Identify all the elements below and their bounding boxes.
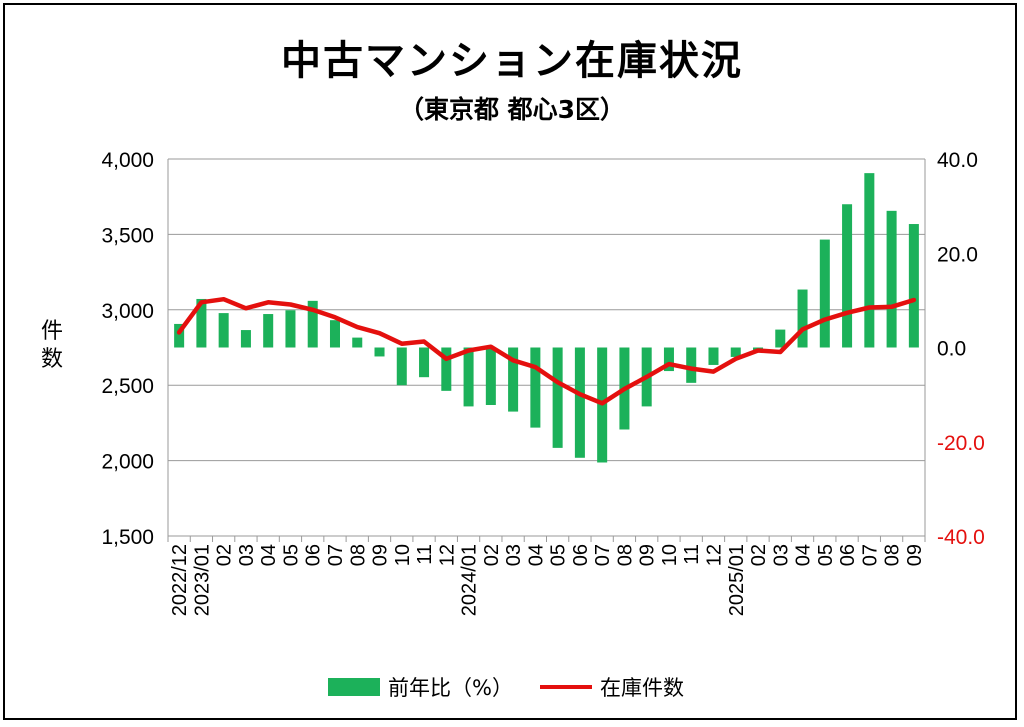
- x-tick-label: 08: [882, 544, 904, 566]
- bar-yoy-14: [485, 347, 496, 405]
- x-tick-label: 04: [525, 544, 547, 566]
- left-axis-title-char: 数: [41, 346, 63, 371]
- x-tick-label: 09: [370, 544, 392, 566]
- chart-title: 中古マンション在庫状況: [281, 38, 743, 84]
- bar-yoy-29: [819, 239, 830, 348]
- bar-yoy-22: [663, 347, 674, 372]
- x-tick-label: 2022/12: [169, 544, 191, 616]
- bar-yoy-11: [419, 347, 430, 378]
- bar-yoy-12: [441, 347, 452, 391]
- x-tick-label: 08: [347, 544, 369, 566]
- left-tick-label: 1,500: [101, 526, 154, 549]
- left-tick-label: 4,000: [101, 149, 154, 172]
- legend-swatch-line: [540, 685, 592, 689]
- legend-item-bar: 前年比（%）: [328, 672, 513, 702]
- x-tick-label: 06: [570, 544, 592, 566]
- left-tick-label: 2,000: [101, 451, 154, 474]
- x-tick-label: 06: [303, 544, 325, 566]
- legend-label-bar: 前年比（%）: [388, 676, 513, 700]
- legend-swatch-bar: [328, 678, 380, 696]
- x-tick-label: 11: [414, 544, 436, 565]
- bar-yoy-3: [240, 330, 251, 348]
- x-tick-label: 10: [392, 544, 414, 566]
- x-tick-label: 11: [681, 544, 703, 565]
- left-tick-label: 2,500: [101, 375, 154, 398]
- bar-yoy-23: [686, 347, 697, 383]
- bar-yoy-17: [552, 347, 563, 448]
- bar-yoy-0: [174, 323, 185, 348]
- bar-yoy-18: [574, 347, 585, 458]
- x-tick-label: 07: [859, 544, 881, 566]
- bar-yoy-2: [218, 313, 229, 348]
- x-tick-label: 2024/01: [459, 544, 481, 616]
- x-tick-label: 05: [280, 544, 302, 566]
- x-tick-label: 09: [904, 544, 926, 566]
- bar-yoy-13: [463, 347, 474, 407]
- bar-yoy-9: [374, 347, 385, 357]
- right-tick-label: 20.0: [937, 243, 978, 266]
- x-tick-label: 03: [770, 544, 792, 566]
- x-tick-label: 08: [614, 544, 636, 566]
- left-axis-title-char: 件: [41, 318, 63, 343]
- right-tick-label: 0.0: [937, 338, 966, 361]
- x-tick-label: 12: [436, 544, 458, 566]
- bar-yoy-27: [775, 329, 786, 348]
- x-tick-label: 02: [748, 544, 770, 566]
- chart-subtitle: （東京都 都心3区）: [398, 95, 626, 124]
- bar-yoy-30: [842, 204, 853, 348]
- x-tick-label: 07: [592, 544, 614, 566]
- bar-yoy-8: [352, 337, 363, 348]
- bar-yoy-32: [886, 210, 897, 348]
- bar-yoy-4: [263, 314, 274, 348]
- bar-yoy-6: [307, 300, 318, 348]
- x-tick-label: 09: [637, 544, 659, 566]
- right-tick-label: -40.0: [937, 526, 985, 549]
- x-tick-label: 05: [815, 544, 837, 566]
- line-inventory: [176, 296, 917, 406]
- x-tick-label: 02: [481, 544, 503, 566]
- x-tick-label: 03: [503, 544, 525, 566]
- left-tick-label: 3,000: [101, 300, 154, 323]
- x-tick-label: 05: [548, 544, 570, 566]
- x-tick-label: 03: [236, 544, 258, 566]
- x-tick-label: 06: [837, 544, 859, 566]
- x-tick-label: 02: [214, 544, 236, 566]
- legend-label-line: 在庫件数: [600, 676, 684, 700]
- right-tick-label: -20.0: [937, 432, 985, 455]
- x-tick-label: 2023/01: [191, 544, 213, 616]
- x-tick-label: 2025/01: [726, 544, 748, 616]
- left-tick-label: 3,500: [101, 224, 154, 247]
- bar-yoy-7: [329, 320, 340, 348]
- bar-yoy-1: [196, 298, 207, 348]
- bar-yoy-25: [730, 347, 741, 357]
- x-tick-label: 04: [793, 544, 815, 566]
- bar-yoy-10: [396, 347, 407, 386]
- x-tick-label: 12: [703, 544, 725, 566]
- bar-yoy-15: [508, 347, 519, 412]
- bar-yoy-5: [285, 310, 296, 348]
- x-tick-label: 10: [659, 544, 681, 566]
- x-tick-label: 04: [258, 544, 280, 566]
- bar-yoy-24: [708, 347, 719, 365]
- bar-yoy-28: [797, 289, 808, 348]
- bar-yoy-16: [530, 347, 541, 428]
- right-tick-label: 40.0: [937, 149, 978, 172]
- x-tick-label: 07: [325, 544, 347, 566]
- legend-item-line: 在庫件数: [540, 672, 684, 702]
- bar-yoy-31: [864, 173, 875, 348]
- bar-yoy-33: [908, 224, 919, 348]
